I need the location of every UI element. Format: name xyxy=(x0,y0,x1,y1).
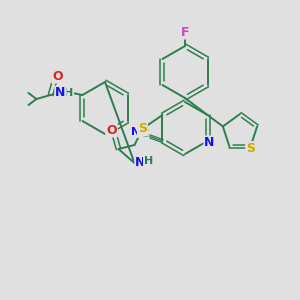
Text: S: S xyxy=(138,122,147,136)
Text: H: H xyxy=(144,156,153,166)
Text: N: N xyxy=(135,157,146,169)
Text: N: N xyxy=(204,136,215,149)
Text: C: C xyxy=(140,129,148,139)
Text: S: S xyxy=(246,142,255,155)
Text: N: N xyxy=(131,127,140,137)
Text: F: F xyxy=(181,26,189,38)
Text: O: O xyxy=(52,70,63,83)
Text: O: O xyxy=(106,124,117,136)
Text: N: N xyxy=(55,86,66,100)
Text: H: H xyxy=(64,88,73,98)
